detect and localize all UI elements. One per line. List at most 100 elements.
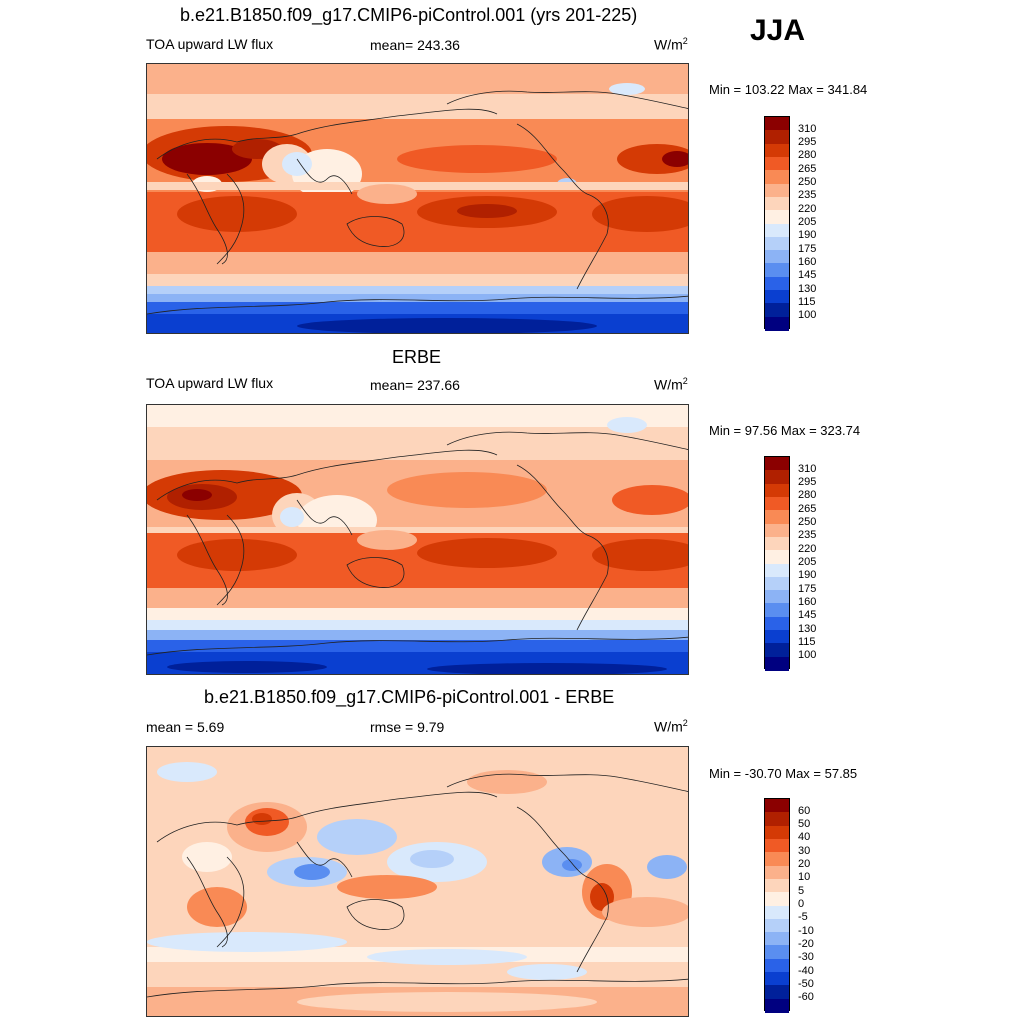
panel-2-map xyxy=(146,404,689,675)
colorbar-swatch xyxy=(765,643,789,658)
colorbar-tick-label: 220 xyxy=(798,202,817,215)
colorbar-tick-label: 160 xyxy=(798,255,817,268)
colorbar-swatch xyxy=(765,656,789,671)
colorbar-swatch xyxy=(765,799,789,813)
colorbar-swatch xyxy=(765,550,789,564)
colorbar-swatch xyxy=(765,276,789,291)
colorbar-swatch xyxy=(765,616,789,631)
colorbar-swatch xyxy=(765,483,789,498)
colorbar-tick-label: -60 xyxy=(798,991,814,1004)
colorbar-tick-label: 60 xyxy=(798,804,811,817)
colorbar-swatch xyxy=(765,576,789,591)
panel-1-colorbar xyxy=(764,116,790,331)
colorbar-swatch xyxy=(765,878,789,893)
colorbar-tick-label: 130 xyxy=(798,622,817,635)
colorbar-swatch xyxy=(765,303,789,318)
colorbar-tick-label: -10 xyxy=(798,924,814,937)
panel-3-colorbar xyxy=(764,798,790,1013)
colorbar-tick-label: 280 xyxy=(798,149,817,162)
panel-1-units: W/m2 xyxy=(654,36,688,53)
colorbar-tick-label: 100 xyxy=(798,309,817,322)
colorbar-tick-label: 235 xyxy=(798,529,817,542)
colorbar-tick-label: 5 xyxy=(798,884,805,897)
colorbar-tick-label: 295 xyxy=(798,476,817,489)
colorbar-tick-label: 50 xyxy=(798,818,811,831)
colorbar-swatch xyxy=(765,918,789,933)
panel-3-map xyxy=(146,746,689,1017)
colorbar-swatch xyxy=(765,170,789,185)
colorbar-swatch xyxy=(765,223,789,238)
panel-3-units: W/m2 xyxy=(654,718,688,735)
colorbar-tick-label: 190 xyxy=(798,229,817,242)
panel-3-rmse-label: rmse = 9.79 xyxy=(370,719,445,735)
colorbar-swatch xyxy=(765,852,789,867)
panel-3-minmax: Min = -30.70 Max = 57.85 xyxy=(709,766,858,781)
colorbar-swatch xyxy=(765,945,789,960)
colorbar-tick-label: 20 xyxy=(798,858,811,871)
colorbar-tick-label: 280 xyxy=(798,489,817,502)
panel-1-minmax: Min = 103.22 Max = 341.84 xyxy=(709,82,868,97)
panel-1-mean-label: mean= 243.36 xyxy=(370,37,460,53)
colorbar-tick-label: 175 xyxy=(798,242,817,255)
colorbar-swatch xyxy=(765,316,789,331)
colorbar-swatch xyxy=(765,290,789,304)
panel-1-variable-label: TOA upward LW flux xyxy=(146,36,274,52)
colorbar-tick-label: -40 xyxy=(798,964,814,977)
panel-3-map-canvas xyxy=(147,747,688,1016)
colorbar-swatch xyxy=(765,457,789,471)
colorbar-tick-label: 205 xyxy=(798,556,817,568)
colorbar-swatch xyxy=(765,905,789,920)
colorbar-tick-label: 145 xyxy=(798,609,817,622)
colorbar-swatch xyxy=(765,998,789,1013)
panel-2-variable-label: TOA upward LW flux xyxy=(146,375,274,391)
colorbar-tick-label: -20 xyxy=(798,937,814,950)
panel-3-title: b.e21.B1850.f09_g17.CMIP6-piControl.001 … xyxy=(204,687,615,707)
panel-2-minmax: Min = 97.56 Max = 323.74 xyxy=(709,423,861,438)
colorbar-swatch xyxy=(765,972,789,986)
colorbar-tick-label: 40 xyxy=(798,831,811,844)
panel-2-colorbar xyxy=(764,456,790,671)
colorbar-tick-label: 115 xyxy=(798,295,816,308)
colorbar-tick-label: 265 xyxy=(798,162,817,175)
colorbar-tick-label: 0 xyxy=(798,898,805,910)
colorbar-tick-label: 130 xyxy=(798,282,817,295)
colorbar-tick-label: 220 xyxy=(798,542,817,555)
panel-1-map-canvas xyxy=(147,64,688,333)
colorbar-tick-label: 295 xyxy=(798,136,817,149)
colorbar-tick-label: 310 xyxy=(798,122,817,135)
colorbar-swatch xyxy=(765,603,789,618)
panel-2-units: W/m2 xyxy=(654,376,688,393)
colorbar-tick-label: 250 xyxy=(798,176,817,189)
colorbar-swatch xyxy=(765,630,789,644)
colorbar-swatch xyxy=(765,523,789,538)
colorbar-tick-label: 30 xyxy=(798,844,811,857)
colorbar-swatch xyxy=(765,958,789,973)
colorbar-swatch xyxy=(765,892,789,906)
panel-2-title: ERBE xyxy=(392,347,442,367)
colorbar-swatch xyxy=(765,470,789,485)
colorbar-tick-label: -5 xyxy=(798,911,808,924)
colorbar-swatch xyxy=(765,838,789,853)
colorbar-swatch xyxy=(765,183,789,198)
panel-1-map xyxy=(146,63,689,334)
colorbar-tick-label: 115 xyxy=(798,635,816,648)
colorbar-swatch xyxy=(765,563,789,578)
colorbar-swatch xyxy=(765,812,789,827)
colorbar-swatch xyxy=(765,496,789,511)
colorbar-tick-label: 190 xyxy=(798,569,817,582)
colorbar-tick-label: 10 xyxy=(798,871,811,884)
colorbar-swatch xyxy=(765,536,789,551)
colorbar-tick-label: -30 xyxy=(798,951,814,964)
panel-3-mean-label: mean = 5.69 xyxy=(146,719,225,735)
season-label: JJA xyxy=(750,14,806,47)
colorbar-tick-label: 145 xyxy=(798,269,817,282)
colorbar-swatch xyxy=(765,236,789,251)
colorbar-tick-label: 175 xyxy=(798,582,817,595)
colorbar-tick-label: 235 xyxy=(798,189,817,202)
colorbar-swatch xyxy=(765,117,789,131)
colorbar-tick-label: 100 xyxy=(798,649,817,662)
colorbar-swatch xyxy=(765,196,789,211)
colorbar-swatch xyxy=(765,590,789,604)
colorbar-swatch xyxy=(765,210,789,224)
colorbar-tick-label: 265 xyxy=(798,502,817,515)
